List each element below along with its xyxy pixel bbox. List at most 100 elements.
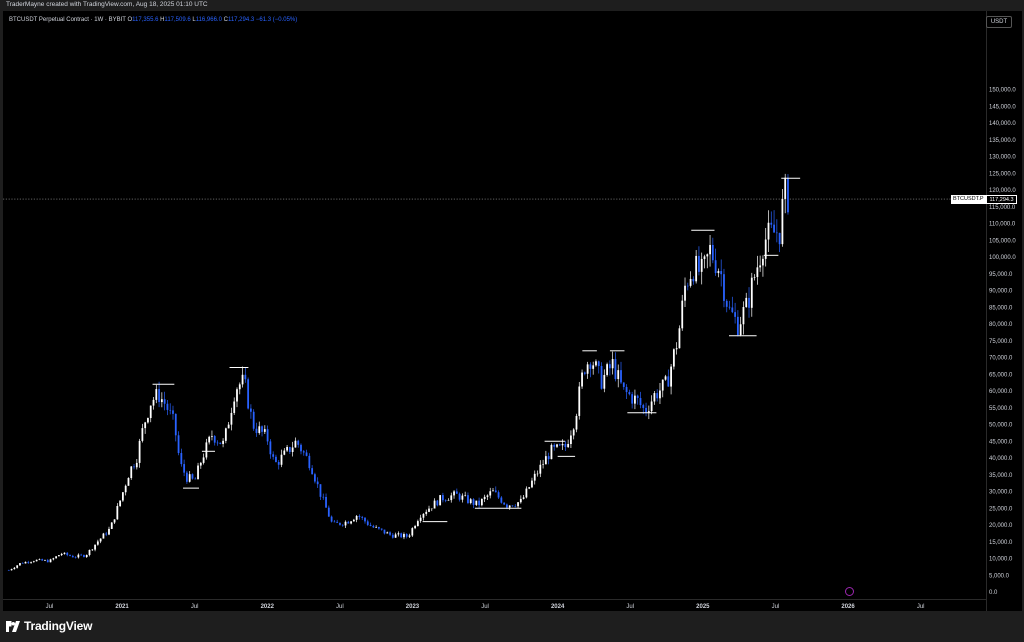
candle-body xyxy=(469,499,472,504)
x-tick-label: Jul xyxy=(626,604,634,610)
candle-body xyxy=(756,267,759,278)
currency-button[interactable]: USDT xyxy=(986,16,1012,28)
x-tick-label: 2024 xyxy=(551,604,565,610)
y-tick-label: 135,000.0 xyxy=(989,138,1016,144)
candle-body xyxy=(141,428,144,441)
candle-body xyxy=(174,413,177,436)
candle-body xyxy=(586,364,589,374)
candle-body xyxy=(572,429,575,436)
candle-body xyxy=(208,436,211,443)
candle-body xyxy=(27,561,30,563)
candle-body xyxy=(96,541,99,545)
candle-body xyxy=(311,468,314,475)
candle-body xyxy=(230,412,233,425)
candle-body xyxy=(263,429,266,432)
open-value: 117,355.6 xyxy=(132,17,159,23)
candle-body xyxy=(386,532,389,534)
candle-body xyxy=(478,500,480,506)
candle-body xyxy=(316,481,319,485)
candle-body xyxy=(728,306,731,308)
candle-body xyxy=(288,446,291,452)
candle-body xyxy=(41,559,44,561)
candle-body xyxy=(344,521,347,526)
x-tick-label: Jul xyxy=(917,604,925,610)
candle-body xyxy=(639,398,642,406)
candle-body xyxy=(197,465,199,480)
open-label: O xyxy=(127,17,133,23)
y-tick-label: 60,000.0 xyxy=(989,389,1013,395)
candle-body xyxy=(250,408,252,412)
candle-body xyxy=(291,447,294,452)
candle-body xyxy=(350,521,352,524)
candle-body xyxy=(564,444,567,448)
candle-body xyxy=(539,464,542,474)
candle-body xyxy=(611,359,614,369)
candle-body xyxy=(286,446,288,451)
candle-body xyxy=(411,528,414,536)
candle-body xyxy=(734,312,737,317)
chart-pane[interactable] xyxy=(3,11,986,611)
candle-body xyxy=(628,392,631,395)
candle-body xyxy=(483,496,486,500)
candle-body xyxy=(16,565,19,568)
candle-body xyxy=(91,549,94,551)
candle-body xyxy=(506,504,508,508)
candle-body xyxy=(667,376,670,387)
y-tick-label: 115,000.0 xyxy=(989,205,1016,211)
symbol-legend: BTCUSDT Perpetual Contract · 1W · BYBIT … xyxy=(9,17,297,23)
candle-body xyxy=(686,285,689,287)
x-tick-label: Jul xyxy=(46,604,54,610)
candle-body xyxy=(770,222,773,225)
high-value: 117,509.6 xyxy=(164,17,191,23)
candle-body xyxy=(767,222,770,240)
y-tick-label: 150,000.0 xyxy=(989,88,1016,94)
candle-body xyxy=(511,505,514,507)
close-value: 117,294.3 xyxy=(227,17,255,23)
candle-body xyxy=(475,500,478,505)
candle-body xyxy=(620,370,622,383)
candle-body xyxy=(784,177,787,199)
symbol-title[interactable]: BTCUSDT Perpetual Contract · 1W · BYBIT xyxy=(9,17,126,23)
candle-body xyxy=(336,521,339,523)
candle-body xyxy=(600,366,603,389)
candle-body xyxy=(742,307,745,325)
candle-body xyxy=(508,505,511,508)
candle-body xyxy=(645,407,647,413)
candle-body xyxy=(38,559,41,560)
candle-body xyxy=(622,382,625,387)
candle-body xyxy=(675,348,678,350)
candle-body xyxy=(787,177,789,213)
candle-body xyxy=(430,508,433,510)
candle-body xyxy=(341,524,344,526)
y-tick-label: 125,000.0 xyxy=(989,171,1016,177)
candle-body xyxy=(455,491,458,494)
candle-body xyxy=(124,485,127,493)
candle-body xyxy=(44,560,46,561)
lightning-icon[interactable] xyxy=(845,587,854,596)
candle-body xyxy=(272,454,275,457)
candle-body xyxy=(127,478,130,486)
candle-body xyxy=(266,429,269,442)
candle-body xyxy=(439,495,442,506)
candle-body xyxy=(595,361,597,366)
candle-body xyxy=(108,528,110,535)
candle-body xyxy=(147,418,149,423)
y-tick-label: 85,000.0 xyxy=(989,305,1013,311)
time-axis[interactable] xyxy=(3,599,986,612)
y-tick-label: 80,000.0 xyxy=(989,322,1013,328)
candle-body xyxy=(603,374,606,389)
candle-body xyxy=(450,495,453,501)
candle-body xyxy=(444,500,447,501)
candle-body xyxy=(69,555,71,556)
candle-body xyxy=(597,361,600,367)
candle-body xyxy=(400,533,403,538)
price-axis[interactable] xyxy=(986,11,1022,611)
candle-body xyxy=(314,474,316,482)
candle-body xyxy=(775,232,778,234)
candle-body xyxy=(567,444,570,448)
candle-body xyxy=(525,488,528,498)
candle-body xyxy=(277,462,280,465)
candle-body xyxy=(583,372,586,374)
tradingview-brand[interactable]: TradingView xyxy=(24,619,93,633)
candle-body xyxy=(116,506,119,520)
